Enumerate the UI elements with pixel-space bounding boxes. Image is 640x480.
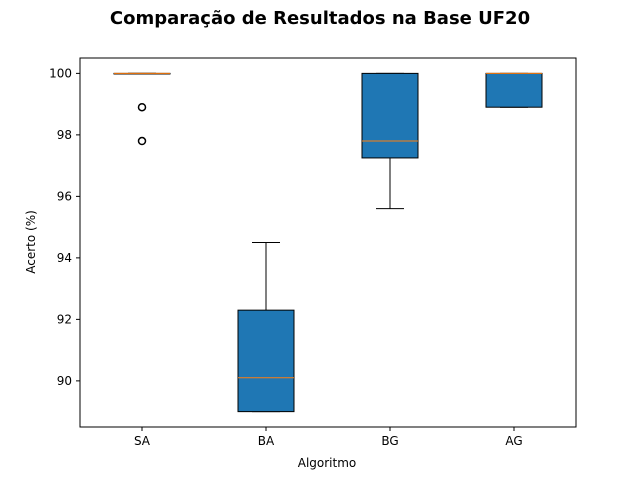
chart-title: Comparação de Resultados na Base UF20 xyxy=(110,8,530,29)
x-tick-label: AG xyxy=(505,434,522,448)
y-tick-label: 96 xyxy=(57,189,72,203)
x-tick-label: BA xyxy=(258,434,275,448)
box-ag xyxy=(485,72,543,108)
y-tick-label: 100 xyxy=(49,66,72,80)
x-tick-label: SA xyxy=(134,434,151,448)
axes-frame xyxy=(79,57,577,428)
plot-area: 90 92 94 96 98 100 SA BA BG AG xyxy=(49,57,577,448)
box-bg xyxy=(361,72,419,159)
y-tick-label: 98 xyxy=(57,128,72,142)
y-axis-label: Acerto (%) xyxy=(24,210,38,274)
x-axis-label: Algoritmo xyxy=(298,456,357,470)
box-ba xyxy=(237,309,295,413)
x-tick-label: BG xyxy=(381,434,398,448)
outlier-point xyxy=(137,136,147,146)
y-tick-label: 92 xyxy=(57,312,72,326)
y-tick-label: 94 xyxy=(57,251,72,265)
y-tick-label: 90 xyxy=(57,374,72,388)
outlier-point xyxy=(137,102,147,112)
